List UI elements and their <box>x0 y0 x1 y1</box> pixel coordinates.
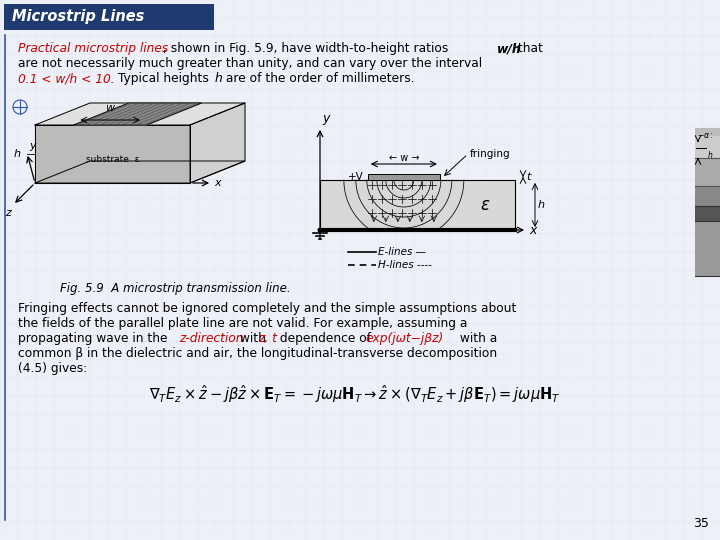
Text: are not necessarily much greater than unity, and can vary over the interval: are not necessarily much greater than un… <box>18 57 482 70</box>
Text: 35: 35 <box>693 517 709 530</box>
Text: dependence of: dependence of <box>276 332 375 345</box>
Bar <box>368 174 440 180</box>
Text: y: y <box>29 141 35 151</box>
Text: fringing: fringing <box>470 149 510 159</box>
Text: with a: with a <box>456 332 498 345</box>
Text: E-lines —: E-lines — <box>378 247 426 257</box>
Text: , shown in Fig. 5.9, have width-to-height ratios: , shown in Fig. 5.9, have width-to-heigh… <box>163 42 452 55</box>
Bar <box>320 180 515 230</box>
Polygon shape <box>73 103 202 125</box>
Text: Microstrip Lines: Microstrip Lines <box>12 10 145 24</box>
Text: Fringing effects cannot be ignored completely and the simple assumptions about: Fringing effects cannot be ignored compl… <box>18 302 516 315</box>
Text: +V: +V <box>348 172 364 182</box>
Text: (4.5) gives:: (4.5) gives: <box>18 362 87 375</box>
Text: ← w →: ← w → <box>389 153 419 163</box>
Bar <box>695 136 720 158</box>
Bar <box>695 206 720 221</box>
Text: the fields of the parallel plate line are not valid. For example, assuming a: the fields of the parallel plate line ar… <box>18 317 467 330</box>
Text: h: h <box>708 151 713 159</box>
Text: that: that <box>514 42 543 55</box>
Text: substrate  ε: substrate ε <box>86 154 139 164</box>
Text: exp(jωt−jβz): exp(jωt−jβz) <box>365 332 444 345</box>
Text: w: w <box>105 103 114 113</box>
Text: H-lines ----: H-lines ---- <box>378 260 432 270</box>
Text: Practical microstrip lines: Practical microstrip lines <box>18 42 168 55</box>
Text: h: h <box>14 149 21 159</box>
Text: z-direction: z-direction <box>179 332 243 345</box>
Text: $\nabla_T E_z \times \hat{z} - j\beta\hat{z} \times \mathbf{E}_T = -j\omega\mu\m: $\nabla_T E_z \times \hat{z} - j\beta\ha… <box>149 383 561 405</box>
Text: 0.1 < w/h < 10.: 0.1 < w/h < 10. <box>18 72 114 85</box>
Text: x: x <box>529 225 536 238</box>
Text: h: h <box>215 72 222 85</box>
Text: with: with <box>236 332 270 345</box>
Polygon shape <box>35 125 190 183</box>
Text: are of the order of millimeters.: are of the order of millimeters. <box>222 72 415 85</box>
Text: w/h: w/h <box>497 42 521 55</box>
Text: $-\alpha:$: $-\alpha:$ <box>697 131 714 140</box>
Bar <box>695 158 720 186</box>
Text: z, t: z, t <box>258 332 277 345</box>
Polygon shape <box>35 161 245 183</box>
Polygon shape <box>35 103 245 125</box>
Bar <box>4 4 214 30</box>
Text: propagating wave in the: propagating wave in the <box>18 332 171 345</box>
Text: ε: ε <box>480 196 490 214</box>
Text: h: h <box>538 200 545 210</box>
Text: z: z <box>5 208 11 218</box>
Text: Fig. 5.9  A microstrip transmission line.: Fig. 5.9 A microstrip transmission line. <box>60 282 291 295</box>
Text: x: x <box>214 178 220 188</box>
Bar <box>695 128 720 136</box>
Text: y: y <box>322 112 329 125</box>
Text: Typical heights: Typical heights <box>114 72 212 85</box>
Bar <box>695 221 720 276</box>
Text: t: t <box>526 172 531 182</box>
Polygon shape <box>190 103 245 183</box>
Bar <box>695 186 720 206</box>
Text: common β in the dielectric and air, the longitudinal-transverse decomposition: common β in the dielectric and air, the … <box>18 347 497 360</box>
